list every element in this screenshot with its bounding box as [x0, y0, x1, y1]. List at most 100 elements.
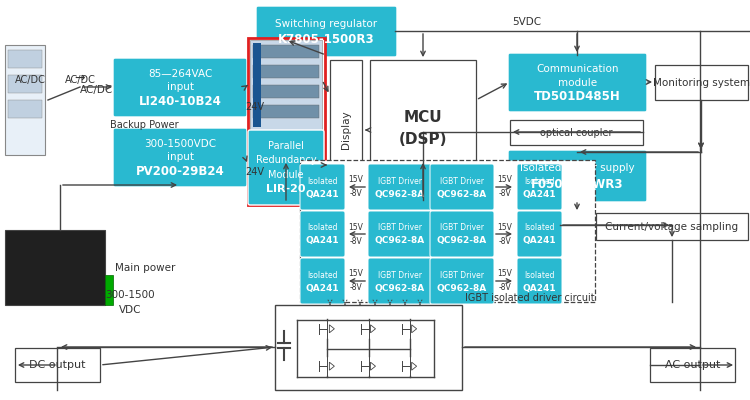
Text: IGBT Driver: IGBT Driver	[378, 176, 422, 186]
Text: AC output: AC output	[664, 360, 720, 370]
Bar	[650, 348, 735, 382]
Text: QA241: QA241	[306, 284, 339, 292]
FancyBboxPatch shape	[368, 164, 432, 210]
Text: QC962-8A: QC962-8A	[375, 284, 425, 292]
Text: 24V: 24V	[245, 167, 264, 177]
Bar	[248, 38, 325, 205]
FancyBboxPatch shape	[508, 150, 647, 202]
Text: AC/DC: AC/DC	[80, 85, 113, 95]
Text: -8V: -8V	[499, 284, 512, 292]
Text: VDC: VDC	[118, 305, 141, 315]
FancyBboxPatch shape	[368, 211, 432, 257]
Text: QA241: QA241	[306, 236, 339, 246]
Text: IGBT Driver: IGBT Driver	[440, 224, 484, 232]
Text: Isolated: Isolated	[524, 176, 555, 186]
Bar	[253, 43, 261, 127]
Text: DC output: DC output	[29, 360, 86, 370]
Text: Parallel: Parallel	[268, 141, 304, 151]
FancyBboxPatch shape	[113, 128, 247, 187]
Bar	[253, 85, 319, 98]
Text: IGBT isolated driver circuit: IGBT isolated driver circuit	[465, 293, 595, 303]
FancyBboxPatch shape	[256, 6, 397, 57]
Text: K7805-1500R3: K7805-1500R3	[278, 33, 375, 46]
Text: Module: Module	[268, 170, 304, 180]
Bar	[8, 75, 42, 93]
Bar	[5, 45, 45, 155]
Text: -8V: -8V	[350, 284, 362, 292]
Text: 15V: 15V	[497, 222, 512, 232]
Text: -8V: -8V	[499, 236, 512, 246]
Bar	[15, 348, 100, 382]
Text: Isolated: Isolated	[524, 224, 555, 232]
Text: TD501D485H: TD501D485H	[534, 90, 621, 103]
FancyBboxPatch shape	[300, 211, 345, 257]
Text: AC/DC: AC/DC	[14, 75, 46, 85]
FancyBboxPatch shape	[300, 258, 345, 304]
Bar	[253, 65, 319, 78]
FancyBboxPatch shape	[248, 130, 324, 205]
FancyBboxPatch shape	[430, 211, 494, 257]
Text: 85—264VAC: 85—264VAC	[148, 69, 212, 79]
Text: LIR-20: LIR-20	[266, 184, 306, 194]
FancyBboxPatch shape	[368, 258, 432, 304]
Text: Isolated: Isolated	[524, 270, 555, 280]
FancyBboxPatch shape	[517, 258, 562, 304]
Text: LI240-10B24: LI240-10B24	[139, 95, 221, 108]
Text: Redundancy: Redundancy	[256, 155, 316, 166]
Text: Current/voltage sampling: Current/voltage sampling	[605, 222, 739, 232]
Text: Switching regulator: Switching regulator	[275, 19, 377, 29]
Text: 300-1500: 300-1500	[105, 290, 154, 300]
Text: Isolated: Isolated	[308, 224, 338, 232]
Text: input: input	[166, 152, 194, 162]
Text: Isolated power supply: Isolated power supply	[520, 163, 634, 173]
Text: optical coupler: optical coupler	[540, 128, 613, 138]
Text: QC962-8A: QC962-8A	[375, 190, 425, 198]
Text: 300-1500VDC: 300-1500VDC	[144, 139, 216, 149]
Text: F0505S-1WR3: F0505S-1WR3	[531, 178, 624, 190]
Text: QA241: QA241	[306, 190, 339, 198]
Text: 15V: 15V	[349, 176, 364, 184]
FancyBboxPatch shape	[300, 164, 345, 210]
Text: IGBT Driver: IGBT Driver	[440, 270, 484, 280]
Bar	[300, 160, 595, 302]
Text: IGBT Driver: IGBT Driver	[440, 176, 484, 186]
Text: 15V: 15V	[497, 176, 512, 184]
Text: input: input	[166, 82, 194, 92]
Bar	[8, 100, 42, 118]
Text: Monitoring system: Monitoring system	[653, 78, 750, 88]
Text: Backup Power: Backup Power	[110, 120, 178, 130]
Text: -8V: -8V	[350, 236, 362, 246]
Text: 5VDC: 5VDC	[512, 17, 542, 27]
Bar	[330, 60, 362, 200]
Text: QC962-8A: QC962-8A	[436, 284, 488, 292]
Text: QA241: QA241	[523, 190, 556, 198]
Text: →: →	[75, 72, 86, 84]
Text: Main power: Main power	[115, 263, 176, 273]
FancyBboxPatch shape	[430, 164, 494, 210]
Text: Communication: Communication	[536, 64, 619, 74]
Text: QC962-8A: QC962-8A	[375, 236, 425, 246]
Bar	[655, 65, 748, 100]
Text: 15V: 15V	[349, 222, 364, 232]
Bar	[105, 275, 113, 305]
Bar	[510, 120, 643, 145]
Text: Isolated: Isolated	[308, 270, 338, 280]
Text: MCU: MCU	[404, 110, 442, 126]
Text: -8V: -8V	[499, 190, 512, 198]
Text: QC962-8A: QC962-8A	[436, 190, 488, 198]
Text: QA241: QA241	[523, 236, 556, 246]
FancyBboxPatch shape	[113, 58, 247, 117]
FancyBboxPatch shape	[430, 258, 494, 304]
Text: QA241: QA241	[523, 284, 556, 292]
Text: Display: Display	[341, 111, 351, 149]
FancyBboxPatch shape	[517, 164, 562, 210]
FancyBboxPatch shape	[517, 211, 562, 257]
Bar	[5, 230, 105, 305]
FancyBboxPatch shape	[508, 53, 647, 112]
Text: AC/DC: AC/DC	[64, 75, 95, 85]
Text: module: module	[558, 78, 597, 88]
Text: QC962-8A: QC962-8A	[436, 236, 488, 246]
Text: PV200-29B24: PV200-29B24	[136, 165, 224, 178]
Text: (DSP): (DSP)	[399, 132, 447, 148]
Bar	[8, 50, 42, 68]
